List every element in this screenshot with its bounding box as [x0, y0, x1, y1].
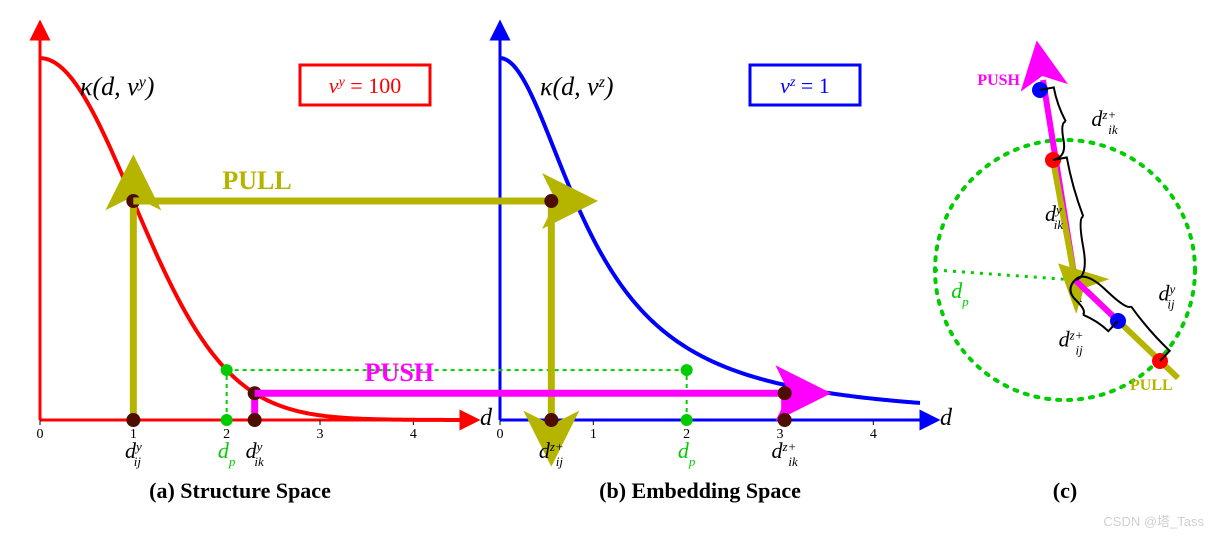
label-dp-b: dp — [678, 438, 696, 469]
label-dij-y-c: dyij — [1159, 280, 1176, 311]
figure-container: 01234κ(d, νy)dνy = 10001234κ(d, νz)dνz =… — [10, 10, 1214, 534]
caption-b: (b) Embedding Space — [599, 478, 801, 503]
label-dp-a: dp — [218, 438, 236, 469]
caption-a: (a) Structure Space — [149, 478, 331, 503]
label-dik-y: dyik — [246, 438, 264, 469]
dp-axis-b — [681, 414, 693, 426]
nu-box-label: νz = 1 — [780, 73, 830, 98]
axis-point-a — [248, 413, 262, 427]
func-label: κ(d, νz) — [540, 72, 614, 101]
axis-point-b — [544, 413, 558, 427]
axis-point-a — [126, 413, 140, 427]
push-label: PUSH — [365, 358, 434, 387]
label-dij-z-c: dz+ij — [1059, 327, 1084, 358]
func-label: κ(d, νy) — [80, 72, 154, 101]
caption-c: (c) — [1053, 478, 1077, 503]
label-dij-z: dz+ij — [539, 438, 564, 469]
xtick-label: 0 — [497, 427, 504, 442]
label-dik-z-c: dz+ik — [1091, 106, 1117, 137]
x-axis-label: d — [940, 405, 953, 431]
pull-label: PULL — [222, 166, 291, 195]
curve-point-b — [544, 194, 558, 208]
watermark: CSDN @塔_Tass — [1103, 511, 1204, 530]
xtick-label: 0 — [37, 427, 44, 442]
xtick-label: 1 — [590, 427, 597, 442]
push-label-c: PUSH — [977, 72, 1020, 89]
label-dp-c: dp — [951, 278, 969, 309]
dp-axis-a — [221, 414, 233, 426]
xtick-label: 4 — [410, 427, 417, 442]
x-axis-label: d — [480, 405, 493, 431]
axis-point-b — [778, 413, 792, 427]
kappa-curve — [500, 58, 920, 403]
label-dij-y: dyij — [125, 438, 142, 469]
xtick-label: 3 — [317, 427, 324, 442]
xtick-label: 4 — [870, 427, 877, 442]
pull-label-c: PULL — [1130, 377, 1173, 394]
figure-svg: 01234κ(d, νy)dνy = 10001234κ(d, νz)dνz =… — [10, 10, 1214, 534]
curve-point-b — [778, 386, 792, 400]
label-dik-y-c: dyik — [1045, 201, 1063, 232]
label-dik-z: dz+ik — [772, 438, 798, 469]
